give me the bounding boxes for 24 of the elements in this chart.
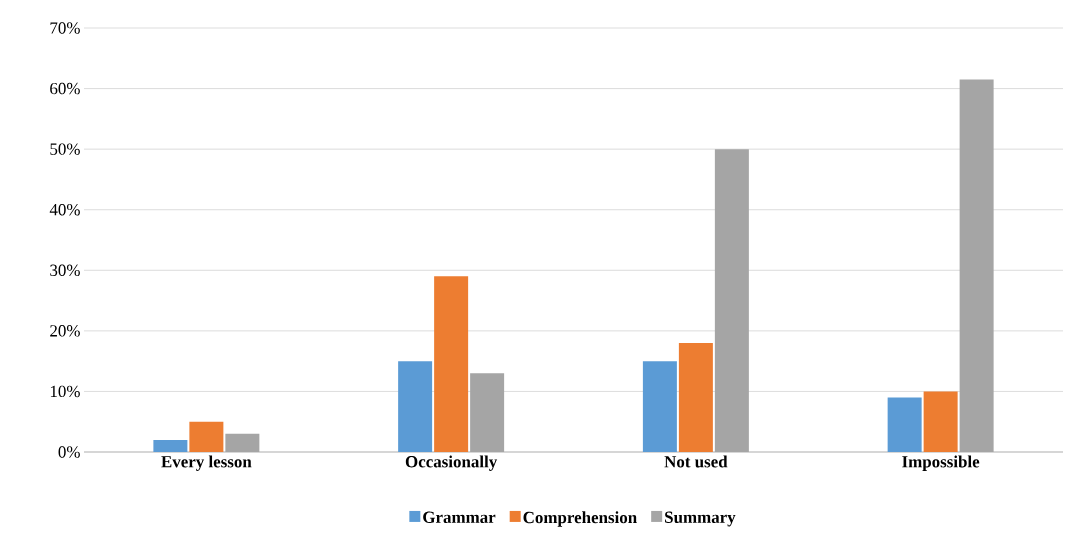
- bar: [678, 342, 713, 452]
- y-tick-label: 20%: [50, 325, 80, 337]
- bar: [398, 361, 433, 452]
- bar: [642, 361, 677, 452]
- y-tick-label: 70%: [50, 22, 80, 34]
- legend-label: Comprehension: [523, 511, 637, 527]
- bar: [225, 433, 260, 452]
- bar: [153, 439, 188, 452]
- x-tick-label: Occasionally: [405, 455, 498, 471]
- y-tick-label: 40%: [49, 203, 80, 216]
- y-tick-label: 10%: [50, 385, 80, 398]
- y-tick-label: 30%: [50, 264, 80, 277]
- legend-label: Grammar: [423, 511, 496, 523]
- y-tick-label: 60%: [50, 82, 80, 95]
- legend-label: Summary: [665, 511, 736, 527]
- y-tick-label: 50%: [50, 143, 80, 155]
- bar: [887, 397, 922, 452]
- y-tick-label: 0%: [58, 446, 80, 458]
- x-tick-label: Not used: [664, 455, 728, 468]
- x-tick-label: Every lesson: [161, 455, 252, 471]
- x-tick-label: Impossible: [902, 455, 980, 471]
- bar: [434, 276, 469, 452]
- bar: [923, 391, 958, 452]
- bar: [189, 421, 224, 452]
